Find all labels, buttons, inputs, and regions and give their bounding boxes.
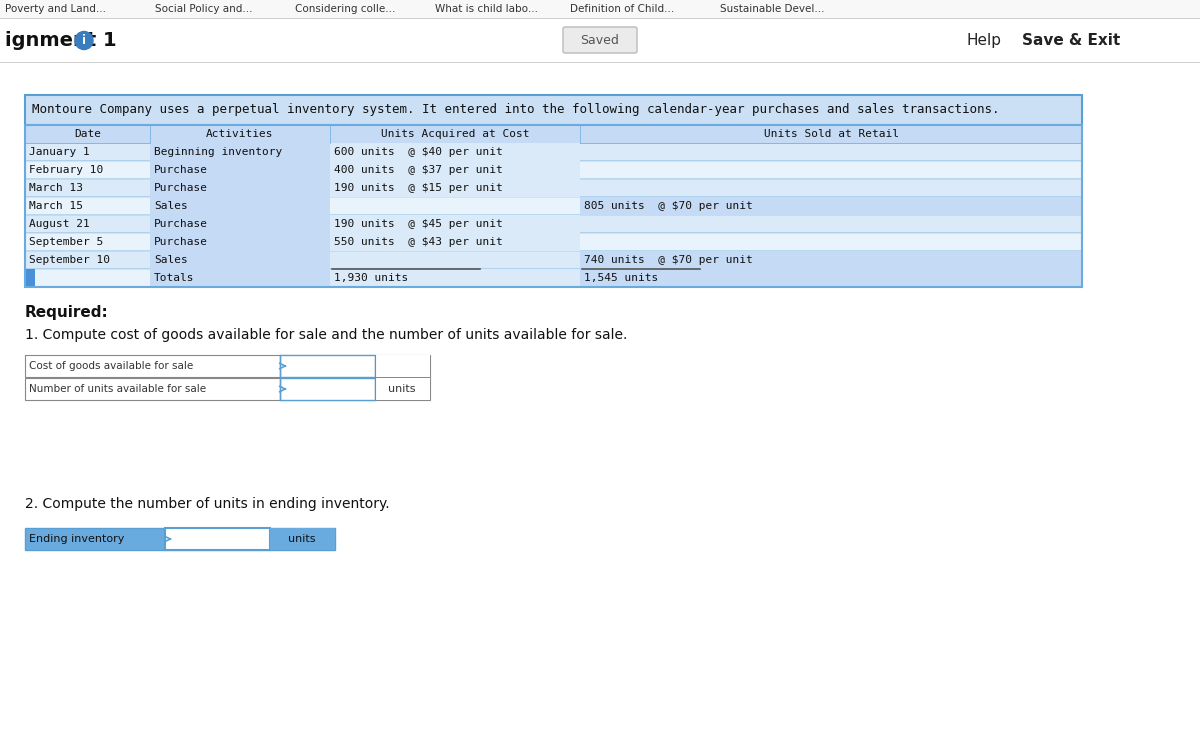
Text: Considering colle...: Considering colle...: [295, 4, 395, 14]
FancyBboxPatch shape: [25, 95, 1082, 125]
Text: Saved: Saved: [581, 34, 619, 47]
FancyBboxPatch shape: [563, 27, 637, 53]
FancyBboxPatch shape: [330, 215, 580, 233]
Text: Sustainable Devel...: Sustainable Devel...: [720, 4, 824, 14]
Text: Units Acquired at Cost: Units Acquired at Cost: [380, 129, 529, 139]
Text: 190 units  @ $45 per unit: 190 units @ $45 per unit: [334, 219, 503, 229]
Text: 805 units  @ $70 per unit: 805 units @ $70 per unit: [584, 201, 752, 211]
FancyBboxPatch shape: [280, 355, 374, 377]
FancyBboxPatch shape: [580, 251, 1082, 269]
FancyBboxPatch shape: [25, 251, 1082, 269]
Text: September 10: September 10: [29, 255, 110, 265]
FancyBboxPatch shape: [25, 233, 1082, 251]
Text: 2. Compute the number of units in ending inventory.: 2. Compute the number of units in ending…: [25, 497, 390, 511]
FancyBboxPatch shape: [330, 161, 580, 179]
FancyBboxPatch shape: [580, 269, 1082, 287]
FancyBboxPatch shape: [150, 161, 330, 179]
Text: Poverty and Land...: Poverty and Land...: [5, 4, 106, 14]
FancyBboxPatch shape: [25, 269, 1082, 287]
FancyBboxPatch shape: [150, 233, 330, 251]
Text: 550 units  @ $43 per unit: 550 units @ $43 per unit: [334, 237, 503, 247]
FancyBboxPatch shape: [0, 19, 1200, 62]
FancyBboxPatch shape: [166, 528, 270, 550]
Text: February 10: February 10: [29, 165, 103, 175]
Text: Beginning inventory: Beginning inventory: [154, 147, 282, 157]
FancyBboxPatch shape: [25, 125, 1082, 143]
Text: ignment 1: ignment 1: [5, 31, 116, 50]
Text: 1,930 units: 1,930 units: [334, 273, 408, 283]
FancyBboxPatch shape: [270, 528, 335, 550]
Text: January 1: January 1: [29, 147, 90, 157]
FancyBboxPatch shape: [330, 143, 580, 161]
FancyBboxPatch shape: [565, 29, 635, 51]
Text: Help: Help: [967, 33, 1002, 48]
FancyBboxPatch shape: [25, 528, 335, 550]
Text: Number of units available for sale: Number of units available for sale: [29, 384, 206, 394]
Text: Purchase: Purchase: [154, 237, 208, 247]
FancyBboxPatch shape: [330, 269, 580, 287]
Text: August 21: August 21: [29, 219, 90, 229]
Text: What is child labo...: What is child labo...: [436, 4, 538, 14]
Text: Units Sold at Retail: Units Sold at Retail: [763, 129, 899, 139]
Text: Sales: Sales: [154, 255, 187, 265]
Text: Date: Date: [74, 129, 101, 139]
FancyBboxPatch shape: [150, 197, 330, 215]
FancyBboxPatch shape: [150, 251, 330, 269]
FancyBboxPatch shape: [0, 18, 1200, 19]
FancyBboxPatch shape: [25, 378, 430, 400]
FancyBboxPatch shape: [0, 62, 1200, 63]
Text: March 15: March 15: [29, 201, 83, 211]
Text: 740 units  @ $70 per unit: 740 units @ $70 per unit: [584, 255, 752, 265]
Text: Activities: Activities: [206, 129, 274, 139]
Text: Ending inventory: Ending inventory: [29, 534, 125, 544]
Text: Cost of goods available for sale: Cost of goods available for sale: [29, 361, 193, 371]
FancyBboxPatch shape: [25, 179, 1082, 197]
FancyBboxPatch shape: [280, 378, 374, 400]
FancyBboxPatch shape: [374, 355, 430, 377]
FancyBboxPatch shape: [25, 161, 1082, 179]
FancyBboxPatch shape: [330, 233, 580, 251]
Text: Save & Exit: Save & Exit: [1022, 33, 1121, 48]
FancyBboxPatch shape: [150, 269, 330, 287]
Text: 190 units  @ $15 per unit: 190 units @ $15 per unit: [334, 183, 503, 193]
Text: Totals: Totals: [154, 273, 194, 283]
Text: September 5: September 5: [29, 237, 103, 247]
FancyBboxPatch shape: [0, 0, 1200, 18]
Text: units: units: [288, 534, 316, 544]
FancyBboxPatch shape: [374, 378, 430, 400]
FancyBboxPatch shape: [580, 197, 1082, 215]
Text: units: units: [389, 384, 415, 394]
Text: 400 units  @ $37 per unit: 400 units @ $37 per unit: [334, 165, 503, 175]
Text: Purchase: Purchase: [154, 219, 208, 229]
Text: Purchase: Purchase: [154, 165, 208, 175]
Circle shape: [74, 32, 94, 50]
Text: Sales: Sales: [154, 201, 187, 211]
Text: Required:: Required:: [25, 306, 109, 321]
FancyBboxPatch shape: [25, 215, 1082, 233]
Text: March 13: March 13: [29, 183, 83, 193]
Text: i: i: [82, 34, 86, 47]
Text: Montoure Company uses a perpetual inventory system. It entered into the followin: Montoure Company uses a perpetual invent…: [32, 104, 1000, 116]
FancyBboxPatch shape: [150, 215, 330, 233]
Text: 1. Compute cost of goods available for sale and the number of units available fo: 1. Compute cost of goods available for s…: [25, 328, 628, 342]
FancyBboxPatch shape: [25, 355, 430, 377]
FancyBboxPatch shape: [25, 197, 1082, 215]
FancyBboxPatch shape: [150, 179, 330, 197]
FancyBboxPatch shape: [150, 143, 330, 161]
Text: Social Policy and...: Social Policy and...: [155, 4, 252, 14]
Text: 600 units  @ $40 per unit: 600 units @ $40 per unit: [334, 147, 503, 157]
FancyBboxPatch shape: [330, 179, 580, 197]
Text: 1,545 units: 1,545 units: [584, 273, 659, 283]
FancyBboxPatch shape: [25, 143, 1082, 161]
Text: Definition of Child...: Definition of Child...: [570, 4, 674, 14]
FancyBboxPatch shape: [25, 269, 35, 287]
Text: Purchase: Purchase: [154, 183, 208, 193]
